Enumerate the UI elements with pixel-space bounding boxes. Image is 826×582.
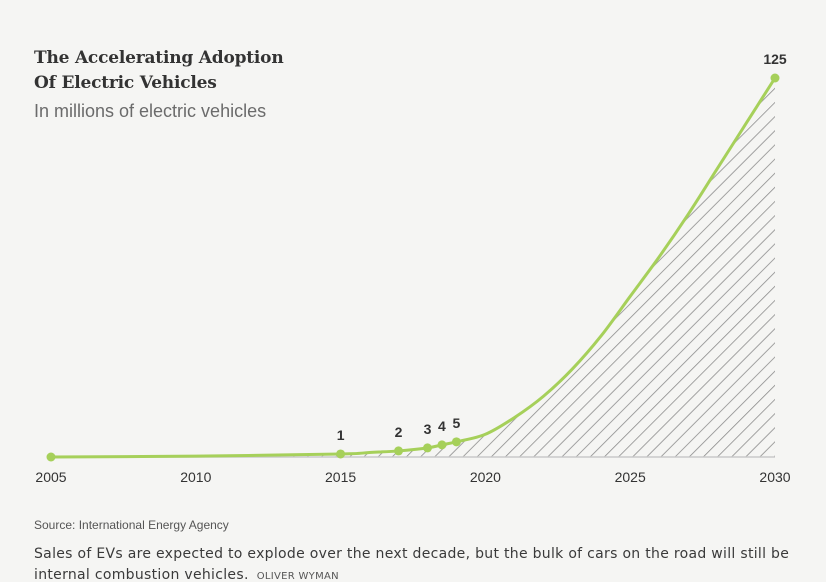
- x-tick-2030: 2030: [759, 469, 790, 485]
- series-line: [49, 76, 777, 459]
- caption: Sales of EVs are expected to explode ove…: [34, 544, 804, 582]
- x-tick-2015: 2015: [325, 469, 356, 485]
- data-point-2019: [451, 437, 461, 447]
- data-point-2030: [770, 73, 780, 83]
- ev-adoption-chart: 1 2 3 4 5 125 2005 2010 2015 2020 2025 2030: [35, 51, 790, 485]
- x-tick-2025: 2025: [615, 469, 646, 485]
- source-note: Source: International Energy Agency: [34, 518, 229, 532]
- chart-subtitle: In millions of electric vehicles: [34, 101, 267, 121]
- x-tick-2020: 2020: [470, 469, 501, 485]
- marker-layer: [46, 73, 780, 462]
- data-point-2005: [46, 452, 56, 462]
- line-layer: [49, 76, 777, 459]
- tick-layer: 2005 2010 2015 2020 2025 2030: [35, 469, 790, 485]
- data-label-2018: 3: [424, 421, 432, 437]
- credit: OLIVER WYMAN: [256, 571, 339, 582]
- x-tick-2010: 2010: [180, 469, 211, 485]
- data-label-2030: 125: [763, 51, 787, 67]
- series-area-hatch: [51, 78, 775, 457]
- data-label-2018.5: 4: [438, 418, 446, 434]
- data-point-2017: [394, 446, 404, 456]
- label-layer: 1 2 3 4 5 125: [337, 51, 787, 443]
- data-label-2019: 5: [453, 415, 461, 431]
- x-tick-2005: 2005: [35, 469, 66, 485]
- caption-text: Sales of EVs are expected to explode ove…: [34, 546, 790, 582]
- data-point-2015: [336, 449, 346, 459]
- chart-title: The Accelerating Adoption Of Electric Ve…: [34, 46, 334, 96]
- chart-title-line-2: Of Electric Vehicles: [34, 73, 217, 93]
- data-label-2017: 2: [395, 424, 403, 440]
- data-point-2018: [422, 443, 432, 453]
- area-layer: [51, 78, 775, 457]
- chart-title-line-1: The Accelerating Adoption: [34, 48, 284, 68]
- data-label-2015: 1: [337, 427, 345, 443]
- data-point-2018.5: [437, 440, 447, 450]
